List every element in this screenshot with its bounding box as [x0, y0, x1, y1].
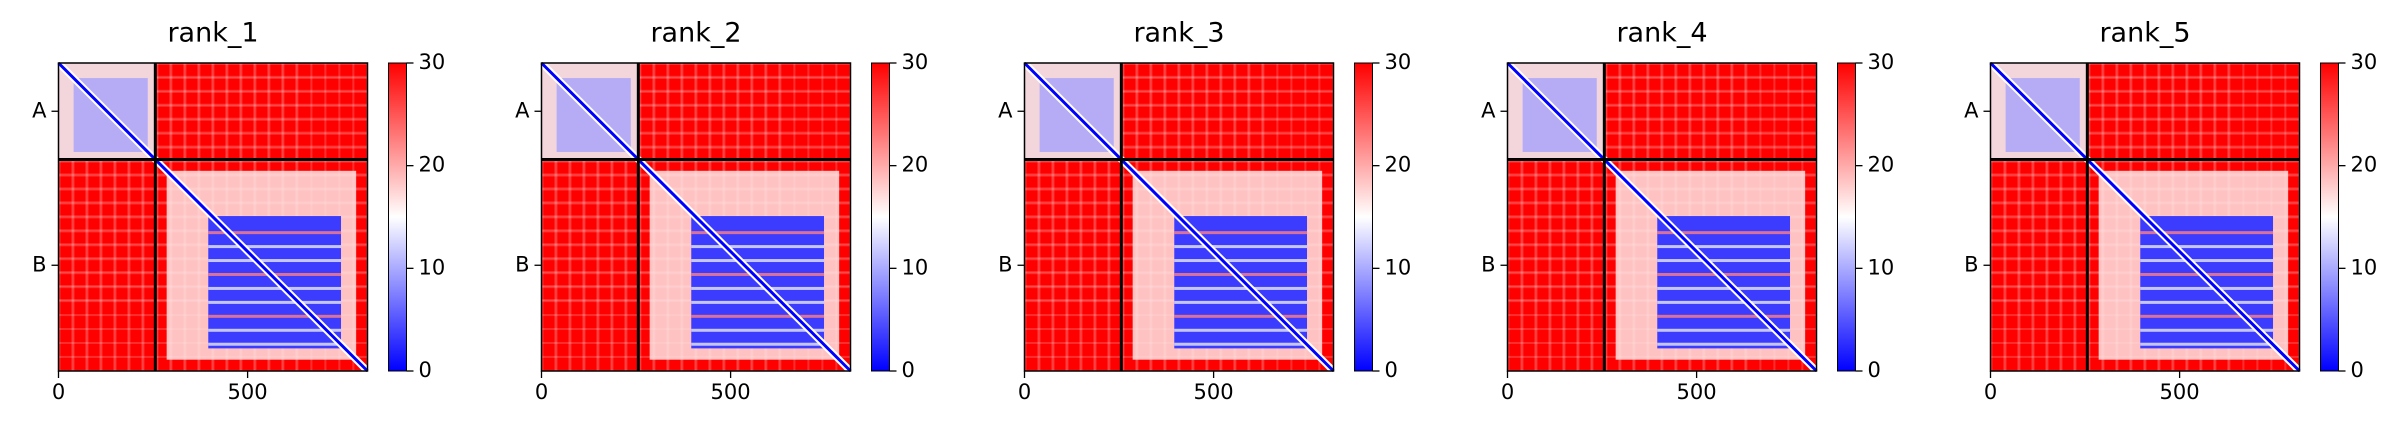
heatmap-image	[1022, 60, 1336, 374]
y-tick-label: A	[1964, 98, 1979, 122]
colorbar-tick-label: 20	[419, 153, 446, 177]
colorbar	[1354, 62, 1373, 372]
panel-title: rank_2	[650, 18, 741, 49]
x-tick-label: 500	[1194, 380, 1234, 404]
pae-panel: rank_1 0 500 A B 0 10 20 30	[32, 18, 445, 405]
colorbar-tick-label: 0	[1868, 358, 1881, 382]
colorbar-tick-label: 0	[1385, 358, 1398, 382]
x-tick-label: 500	[711, 380, 751, 404]
colorbar-tick-label: 20	[1868, 153, 1895, 177]
pae-panel: rank_2 0 500 A B 0 10 20 30	[515, 18, 928, 405]
plot-frame	[1989, 62, 2301, 372]
x-tick-label: 500	[228, 380, 268, 404]
colorbar-tick-label: 30	[1385, 50, 1412, 74]
colorbar-tick-label: 10	[2351, 255, 2378, 279]
colorbar	[2320, 62, 2339, 372]
y-tick-label: B	[998, 252, 1012, 276]
colorbar-tick-label: 30	[2351, 50, 2378, 74]
plot-frame	[1023, 62, 1335, 372]
x-tick-label: 500	[1677, 380, 1717, 404]
x-tick-label: 0	[52, 380, 65, 404]
colorbar-tick-label: 10	[1385, 255, 1412, 279]
heatmap-image	[539, 60, 853, 374]
colorbar-tick-label: 10	[419, 255, 446, 279]
colorbar-tick-label: 30	[902, 50, 929, 74]
heatmap-image	[1988, 60, 2302, 374]
colorbar-tick-label: 0	[2351, 358, 2364, 382]
colorbar-tick-label: 10	[902, 255, 929, 279]
panel-title: rank_3	[1133, 18, 1224, 49]
panel-title: rank_5	[2099, 18, 2190, 49]
y-tick-label: B	[515, 252, 529, 276]
y-tick-label: A	[998, 98, 1013, 122]
heatmap-image	[56, 60, 370, 374]
y-tick-label: A	[32, 98, 47, 122]
x-tick-label: 500	[2160, 380, 2200, 404]
colorbar	[871, 62, 890, 372]
colorbar-tick-label: 20	[1385, 153, 1412, 177]
pae-panel: rank_3 0 500 A B 0 10 20 30	[998, 18, 1411, 405]
y-tick-label: A	[515, 98, 530, 122]
panel-title: rank_1	[167, 18, 258, 49]
plot-frame	[57, 62, 369, 372]
colorbar-tick-label: 20	[902, 153, 929, 177]
x-tick-label: 0	[1984, 380, 1997, 404]
colorbar-tick-label: 10	[1868, 255, 1895, 279]
colorbar-tick-label: 0	[419, 358, 432, 382]
colorbar-tick-label: 20	[2351, 153, 2378, 177]
plot-frame	[1506, 62, 1818, 372]
x-tick-label: 0	[1501, 380, 1514, 404]
colorbar-tick-label: 30	[1868, 50, 1895, 74]
colorbar-tick-label: 0	[902, 358, 915, 382]
colorbar	[1837, 62, 1856, 372]
pae-panel: rank_4 0 500 A B 0 10 20 30	[1481, 18, 1894, 405]
y-tick-label: B	[1964, 252, 1978, 276]
x-tick-label: 0	[535, 380, 548, 404]
plot-frame	[540, 62, 852, 372]
y-tick-label: B	[1481, 252, 1495, 276]
pae-panel: rank_5 0 500 A B 0 10 20 30	[1964, 18, 2377, 405]
colorbar	[388, 62, 407, 372]
colorbar-tick-label: 30	[419, 50, 446, 74]
panel-title: rank_4	[1616, 18, 1707, 49]
x-tick-label: 0	[1018, 380, 1031, 404]
y-tick-label: A	[1481, 98, 1496, 122]
y-tick-label: B	[32, 252, 46, 276]
heatmap-image	[1505, 60, 1819, 374]
